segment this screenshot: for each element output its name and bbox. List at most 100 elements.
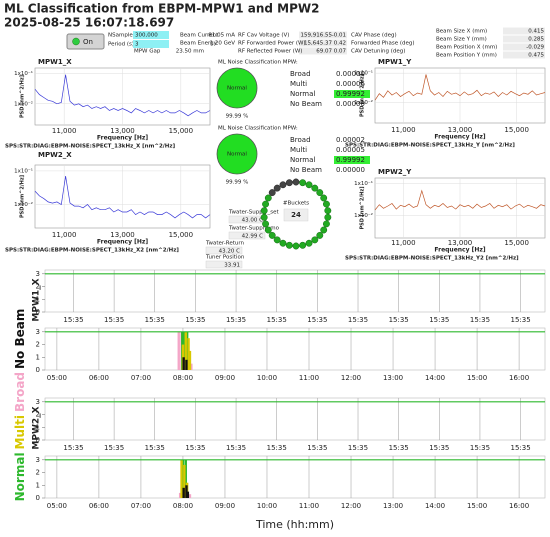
nsample-value[interactable]: 300,000 [135,33,158,39]
temp-label: Tuner Position [205,255,245,261]
psd-line [374,189,546,211]
psd-x-tick-label: 15,000 [169,127,194,135]
timeline-x-tick-label: 08:00 [173,374,193,382]
readout-value: -0.01 [332,33,346,39]
timeline-x-tick-label: 11:00 [299,374,319,382]
temp-box [205,246,243,255]
timeline-x-tick-label: 15:00 [467,502,487,510]
timeline-frame [44,327,546,371]
psd-title: MPW1_Y [378,58,412,66]
class-bar [183,331,186,370]
readout-box [503,43,545,51]
nsample-input[interactable] [133,31,169,39]
readout-label: CAV Phase (deg) [351,33,397,39]
readout-label: CAV Detuning (deg) [351,49,405,55]
timeline-x-tick-label: 15:35 [348,316,368,324]
timeline-x-tick-label: 15:35 [348,444,368,452]
timeline-x-tick-label: 15:35 [267,444,287,452]
bucket [322,200,330,208]
timeline-x-tick-label: 06:00 [89,374,109,382]
timeline-y-tick-label: 2 [36,411,40,419]
class-highlight [334,156,370,164]
timeline-x-tick-label: 15:35 [226,316,246,324]
psd-line [34,176,211,219]
class-bar [182,357,185,370]
psd-pv: SPS:STR:DIAG:EBPM-NOISE:SPECT_13kHz_Y [n… [345,143,515,149]
readout-value: 0.475 [528,53,544,59]
class-bar [185,485,188,498]
class-state: Normal [227,152,247,158]
timeline-x-tick-label: 14:00 [425,502,445,510]
timeline-x-tick-label: 10:00 [257,374,277,382]
psd-y-tick-label: 1x10⁻² [14,100,33,107]
temp-label: Twater-Return [205,241,245,247]
timeline-frame [44,269,546,313]
psd-y-tick-label: 1x10⁻² [354,212,373,219]
timeline-y-tick-label: 0 [36,494,40,502]
class-bar [182,487,185,498]
psd-x-tick-label: 15,000 [169,231,194,239]
readout-value: 81.05 mA [208,33,235,39]
class-indicator [216,67,258,109]
timeline-frame [44,397,546,441]
psd-ylabel: PSD [nm^2/Hz] [360,186,366,229]
group-label: MPW2_X [32,406,42,449]
readout-value: 0.285 [528,37,544,43]
class-bar [177,331,180,370]
psd-x-tick-label: 13,000 [110,127,135,135]
bucket [311,184,319,192]
class-percent: 99.99 % [226,114,249,120]
bucket [305,239,313,247]
psd-line [34,74,211,117]
timeline-x-tick-label: 16:00 [509,374,529,382]
readout-value: 23.50 mm [176,49,204,55]
bucket [264,226,272,234]
psd-pv: SPS:STR:DIAG:EBPM-NOISE:SPECT_13kHz_X [n… [5,144,176,150]
on-button-label[interactable]: On [83,38,93,46]
timeline-x-tick-label: 15:35 [470,444,490,452]
timeline-x-tick-label: 11:00 [299,502,319,510]
timeline-x-tick-label: 15:35 [104,444,124,452]
bucket [305,181,313,189]
timeline-x-tick-label: 15:35 [63,316,83,324]
psd-x-tick-label: 11,000 [391,126,416,134]
bucket [316,189,324,197]
psd-y-tick-label: 1x10⁻¹ [354,70,373,77]
legend-entry: Normal [13,452,27,501]
temp-box [205,260,243,269]
readout-value: -0.029 [526,45,544,51]
timeline-x-tick-label: 15:35 [63,444,83,452]
class-highlight [334,90,370,98]
temp-label: Twater-Supply_set [228,210,279,216]
timeline-frame [44,455,546,499]
class-row-label: Normal [290,156,315,164]
timeline-x-tick-label: 15:35 [389,316,409,324]
timeline-x-tick-label: 15:35 [267,316,287,324]
on-button[interactable] [66,33,105,50]
bucket [316,231,324,239]
psd-title: MPW2_X [38,151,72,159]
timeline-x-tick-label: 16:00 [509,502,529,510]
temp-value: 43.00 C [242,218,263,224]
timeline-y-tick-label: 3 [36,398,40,406]
psd-y-tick-label: 1x10⁻² [14,201,33,208]
period-value[interactable]: 3 [135,42,139,48]
timeline-x-tick-label: 05:00 [47,374,67,382]
timeline-x-tick-label: 09:00 [215,374,235,382]
psd-x-tick-label: 13,000 [448,239,473,247]
class-row-value: 0.99992 [336,90,365,98]
timeline-x-tick-label: 15:35 [185,316,205,324]
bucket [324,213,332,221]
period-input[interactable] [133,40,169,48]
bucket [279,239,287,247]
nsample-label: NSample [108,33,133,39]
readout-label: Beam Position X (mm) [436,45,497,51]
readout-value: 1.20 GeV [210,41,236,47]
psd-line [374,74,546,101]
psd-xlabel: Frequency [Hz] [97,239,148,246]
psd-pv: SPS:STR:DIAG:EBPM-NOISE:SPECT_13kHz_Y2 [… [345,256,519,262]
readout-label: Beam Size X (mm) [436,29,487,35]
timeline-x-tick-label: 07:00 [131,502,151,510]
timeline-x-tick-label: 13:00 [383,502,403,510]
class-bar [186,491,190,498]
